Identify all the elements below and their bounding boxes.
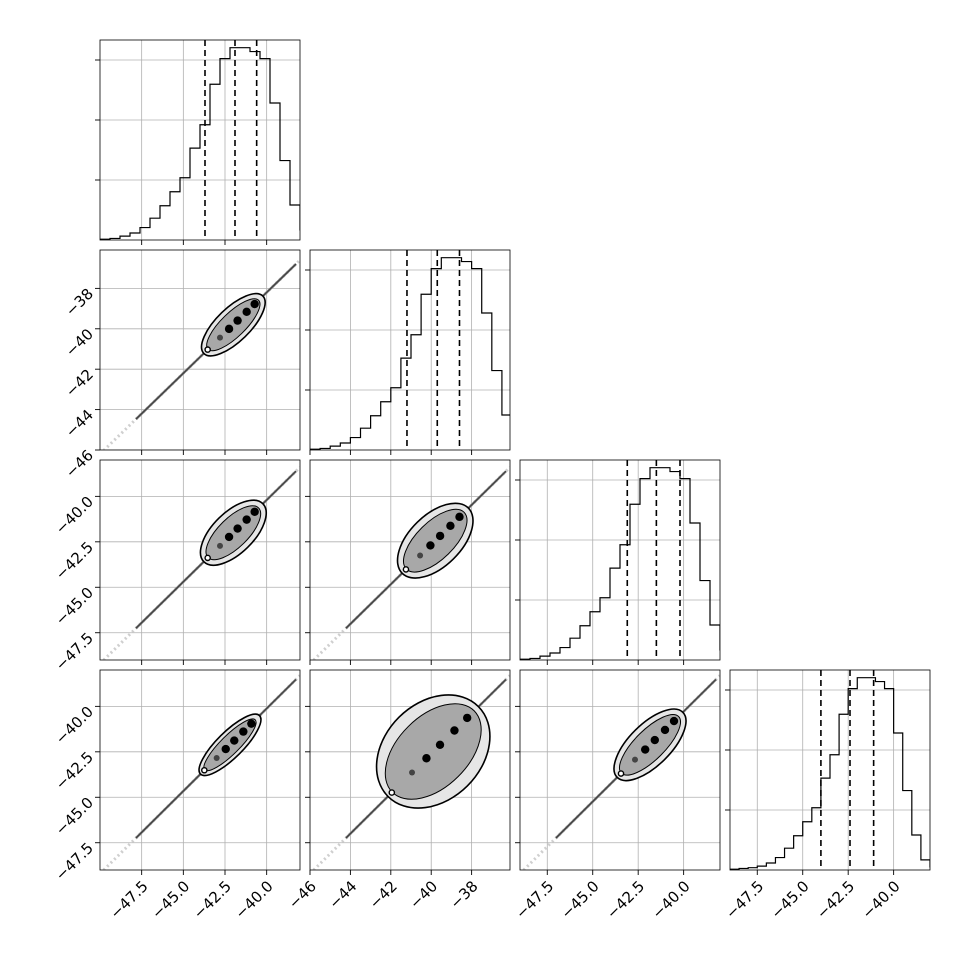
density-point [446, 521, 455, 530]
contour-end-marker [204, 346, 211, 353]
y-tick-label: −42.5 [52, 538, 97, 583]
density-point [462, 713, 472, 723]
x-tick-label: −40.0 [648, 877, 693, 922]
axes-frame [519, 459, 721, 661]
y-tick-label: −45.0 [52, 794, 97, 839]
x-tick-label: −47.5 [722, 877, 767, 922]
density-point [233, 316, 242, 325]
histogram-step [520, 467, 720, 660]
scatter-panel-3-1 [310, 670, 510, 870]
density-point [247, 719, 256, 728]
axes-frame [309, 669, 511, 871]
density-point [660, 725, 670, 735]
y-tick-label: −47.5 [52, 839, 97, 884]
x-tick-label: −45.0 [148, 877, 193, 922]
contour-end-marker [201, 766, 208, 774]
density-point [250, 507, 259, 516]
density-point [650, 735, 659, 745]
histogram-step [310, 257, 510, 450]
density-point [669, 716, 679, 726]
axes-frame [99, 39, 301, 241]
x-tick-label: −38 [447, 877, 482, 912]
histogram-panel-2 [520, 460, 720, 660]
axes-frame [729, 669, 931, 871]
contour-end-marker [388, 789, 396, 796]
density-point [435, 740, 445, 749]
x-tick-label: −42 [366, 877, 401, 912]
sample-points [102, 259, 300, 450]
x-tick-label: −40.0 [858, 877, 903, 922]
axes-frame [99, 459, 301, 661]
density-point [422, 754, 431, 763]
x-tick-label: −40 [406, 877, 441, 912]
density-point [641, 745, 650, 754]
y-tick-label: −46 [62, 446, 97, 481]
scatter-panel-3-2 [520, 670, 720, 870]
scatter-panel-2-1 [310, 460, 510, 660]
y-tick-label: −45.0 [52, 584, 97, 629]
contour-end-marker [402, 566, 410, 573]
contour-end-marker [204, 554, 211, 562]
y-tick-label: −40.0 [52, 703, 97, 748]
x-tick-label: −40.0 [231, 877, 276, 922]
density-point [242, 307, 251, 317]
density-point [217, 542, 223, 549]
density-point [435, 531, 445, 541]
x-tick-label: −46 [285, 877, 320, 912]
y-tick-label: −44 [62, 406, 97, 441]
axes-frame [519, 669, 721, 871]
histogram-panel-1 [310, 250, 510, 450]
y-tick-label: −38 [62, 285, 97, 320]
axes-frame [309, 249, 511, 451]
density-point [224, 324, 234, 334]
y-tick-label: −47.5 [52, 629, 97, 674]
contour-end-marker [617, 770, 625, 777]
x-tick-label: −44 [325, 877, 360, 912]
x-tick-label: −45.0 [558, 877, 603, 922]
density-point [450, 726, 459, 735]
density-point [455, 512, 464, 522]
density-point [426, 541, 435, 550]
histogram-step [100, 47, 300, 240]
scatter-panel-1-0 [100, 250, 300, 450]
y-tick-label: −40 [62, 325, 97, 360]
density-point [409, 769, 416, 776]
histogram-step [730, 677, 930, 870]
density-point [250, 299, 259, 309]
x-tick-label: −42.5 [603, 877, 648, 922]
scatter-panel-2-0 [100, 460, 300, 660]
axes-frame [309, 459, 511, 661]
density-point [239, 727, 248, 736]
y-tick-label: −42 [62, 365, 97, 400]
density-point [242, 515, 251, 524]
axes-frame [99, 669, 301, 871]
x-tick-label: −42.5 [813, 877, 858, 922]
density-point [221, 744, 230, 754]
scatter-panel-3-0 [100, 670, 300, 870]
density-point [632, 756, 638, 763]
x-tick-label: −42.5 [190, 877, 235, 922]
y-tick-label: −42.5 [52, 748, 97, 793]
axes-frame [99, 249, 301, 451]
histogram-panel-3 [730, 670, 930, 870]
density-point [224, 532, 234, 542]
density-point [213, 755, 220, 762]
density-point [233, 524, 242, 533]
x-tick-label: −47.5 [512, 877, 557, 922]
density-point [217, 334, 223, 341]
density-point [417, 552, 424, 559]
x-tick-label: −47.5 [106, 877, 151, 922]
density-point [230, 736, 239, 745]
histogram-panel-0 [100, 40, 300, 240]
y-tick-label: −40.0 [52, 493, 97, 538]
x-tick-label: −45.0 [768, 877, 813, 922]
